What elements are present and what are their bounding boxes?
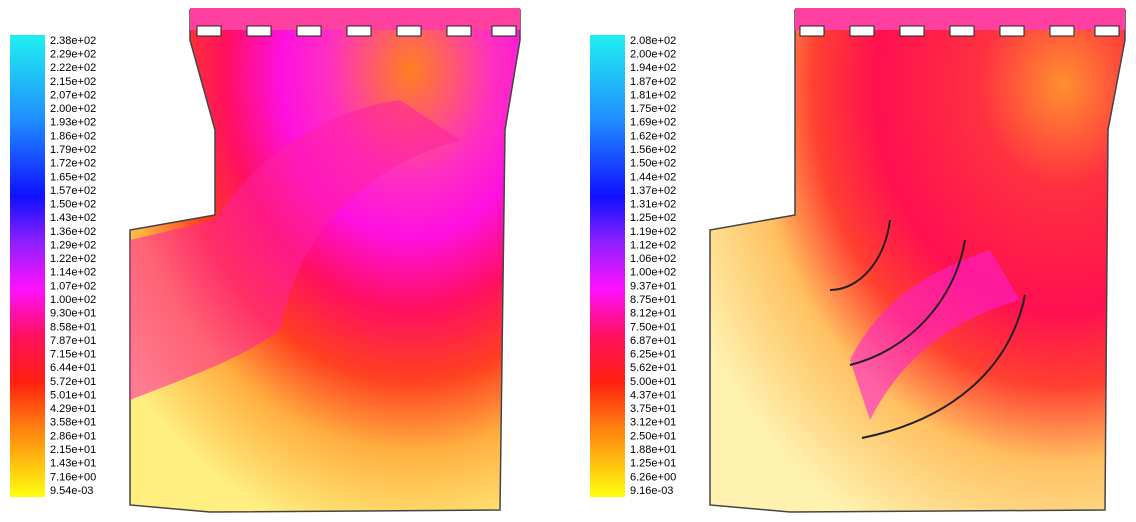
colorbar-label: 5.01e+01 — [50, 389, 96, 401]
colorbar-label: 8.58e+01 — [50, 321, 96, 333]
colorbar-label: 9.54e-03 — [50, 485, 93, 497]
colorbar-label: 1.25e+01 — [630, 458, 676, 470]
colorbar-label: 1.36e+02 — [50, 226, 96, 238]
colorbar-label: 1.25e+02 — [630, 212, 676, 224]
colorbar-label: 2.00e+02 — [630, 49, 676, 61]
colorbar-label: 2.22e+02 — [50, 62, 96, 74]
colorbar-label: 6.44e+01 — [50, 362, 96, 374]
colorbar — [10, 35, 45, 497]
figure: 2.38e+02 2.29e+022.22e+02 2.15e+022.07e+02… — [0, 0, 1136, 522]
colorbar-label: 9.37e+01 — [630, 280, 676, 292]
colorbar-label: 7.16e+00 — [50, 471, 96, 483]
colorbar-label: 1.79e+02 — [50, 144, 96, 156]
colorbar-label: 1.31e+02 — [630, 199, 676, 211]
colorbar-label: 2.86e+01 — [50, 430, 96, 442]
colorbar-label: 9.16e-03 — [630, 485, 673, 497]
colorbar-label: 4.29e+01 — [50, 403, 96, 415]
colorbar-label: 5.62e+01 — [630, 362, 676, 374]
colorbar-label: 3.12e+01 — [630, 417, 676, 429]
colorbar-label: 2.29e+02 — [50, 49, 96, 61]
colorbar-label: 1.88e+01 — [630, 444, 676, 456]
colorbar-label: 1.06e+02 — [630, 253, 676, 265]
colorbar-label: 6.26e+00 — [630, 471, 676, 483]
colorbar-label: 7.87e+01 — [50, 335, 96, 347]
colorbar-label: 1.93e+02 — [50, 117, 96, 129]
colorbar-label: 1.50e+02 — [630, 158, 676, 170]
colorbar-label: 1.56e+02 — [630, 144, 676, 156]
colorbar-label: 1.81e+02 — [630, 89, 676, 101]
colorbar-label: 9.30e+01 — [50, 308, 96, 320]
colorbar-label: 2.07e+02 — [50, 89, 96, 101]
colorbar-label: 1.57e+02 — [50, 185, 96, 197]
colorbar-label: 1.29e+02 — [50, 239, 96, 251]
domain — [710, 10, 1125, 512]
colorbar-label: 1.75e+02 — [630, 103, 676, 115]
colorbar-label: 2.38e+02 — [50, 35, 96, 47]
colorbar-label: 1.43e+01 — [50, 458, 96, 470]
colorbar-label: 4.37e+01 — [630, 389, 676, 401]
colorbar-label: 8.12e+01 — [630, 308, 676, 320]
colorbar-label: 1.86e+02 — [50, 130, 96, 142]
colorbar-label: 2.00e+02 — [50, 103, 96, 115]
colorbar-label: 2.50e+01 — [630, 430, 676, 442]
colorbar-label: 1.19e+02 — [630, 226, 676, 238]
colorbar-label: 1.00e+02 — [50, 294, 96, 306]
colorbar-label: 1.14e+02 — [50, 267, 96, 279]
colorbar-label: 6.25e+01 — [630, 349, 676, 361]
colorbar-label: 1.43e+02 — [50, 212, 96, 224]
colorbar-label: 1.44e+02 — [630, 171, 676, 183]
colorbar-label: 3.75e+01 — [630, 403, 676, 415]
colorbar-label: 1.22e+02 — [50, 253, 96, 265]
colorbar-label: 1.12e+02 — [630, 239, 676, 251]
colorbar-label: 1.65e+02 — [50, 171, 96, 183]
colorbar-label: 7.50e+01 — [630, 321, 676, 333]
colorbar-label: 1.37e+02 — [630, 185, 676, 197]
colorbar — [590, 35, 625, 497]
colorbar-label: 1.62e+02 — [630, 130, 676, 142]
colorbar-label: 7.15e+01 — [50, 349, 96, 361]
colorbar-label: 5.72e+01 — [50, 376, 96, 388]
colorbar-label: 5.00e+01 — [630, 376, 676, 388]
colorbar-label: 1.69e+02 — [630, 117, 676, 129]
colorbar-label: 1.94e+02 — [630, 62, 676, 74]
colorbar-label: 1.07e+02 — [50, 280, 96, 292]
colorbar-label: 2.08e+02 — [630, 35, 676, 47]
colorbar-label: 1.72e+02 — [50, 158, 96, 170]
colorbar-label: 1.00e+02 — [630, 267, 676, 279]
colorbar-label: 1.87e+02 — [630, 76, 676, 88]
colorbar-label: 2.15e+01 — [50, 444, 96, 456]
colorbar-label: 6.87e+01 — [630, 335, 676, 347]
colorbar-label: 2.15e+02 — [50, 76, 96, 88]
colorbar-label: 8.75e+01 — [630, 294, 676, 306]
colorbar-label: 1.50e+02 — [50, 199, 96, 211]
colorbar-label: 3.58e+01 — [50, 417, 96, 429]
